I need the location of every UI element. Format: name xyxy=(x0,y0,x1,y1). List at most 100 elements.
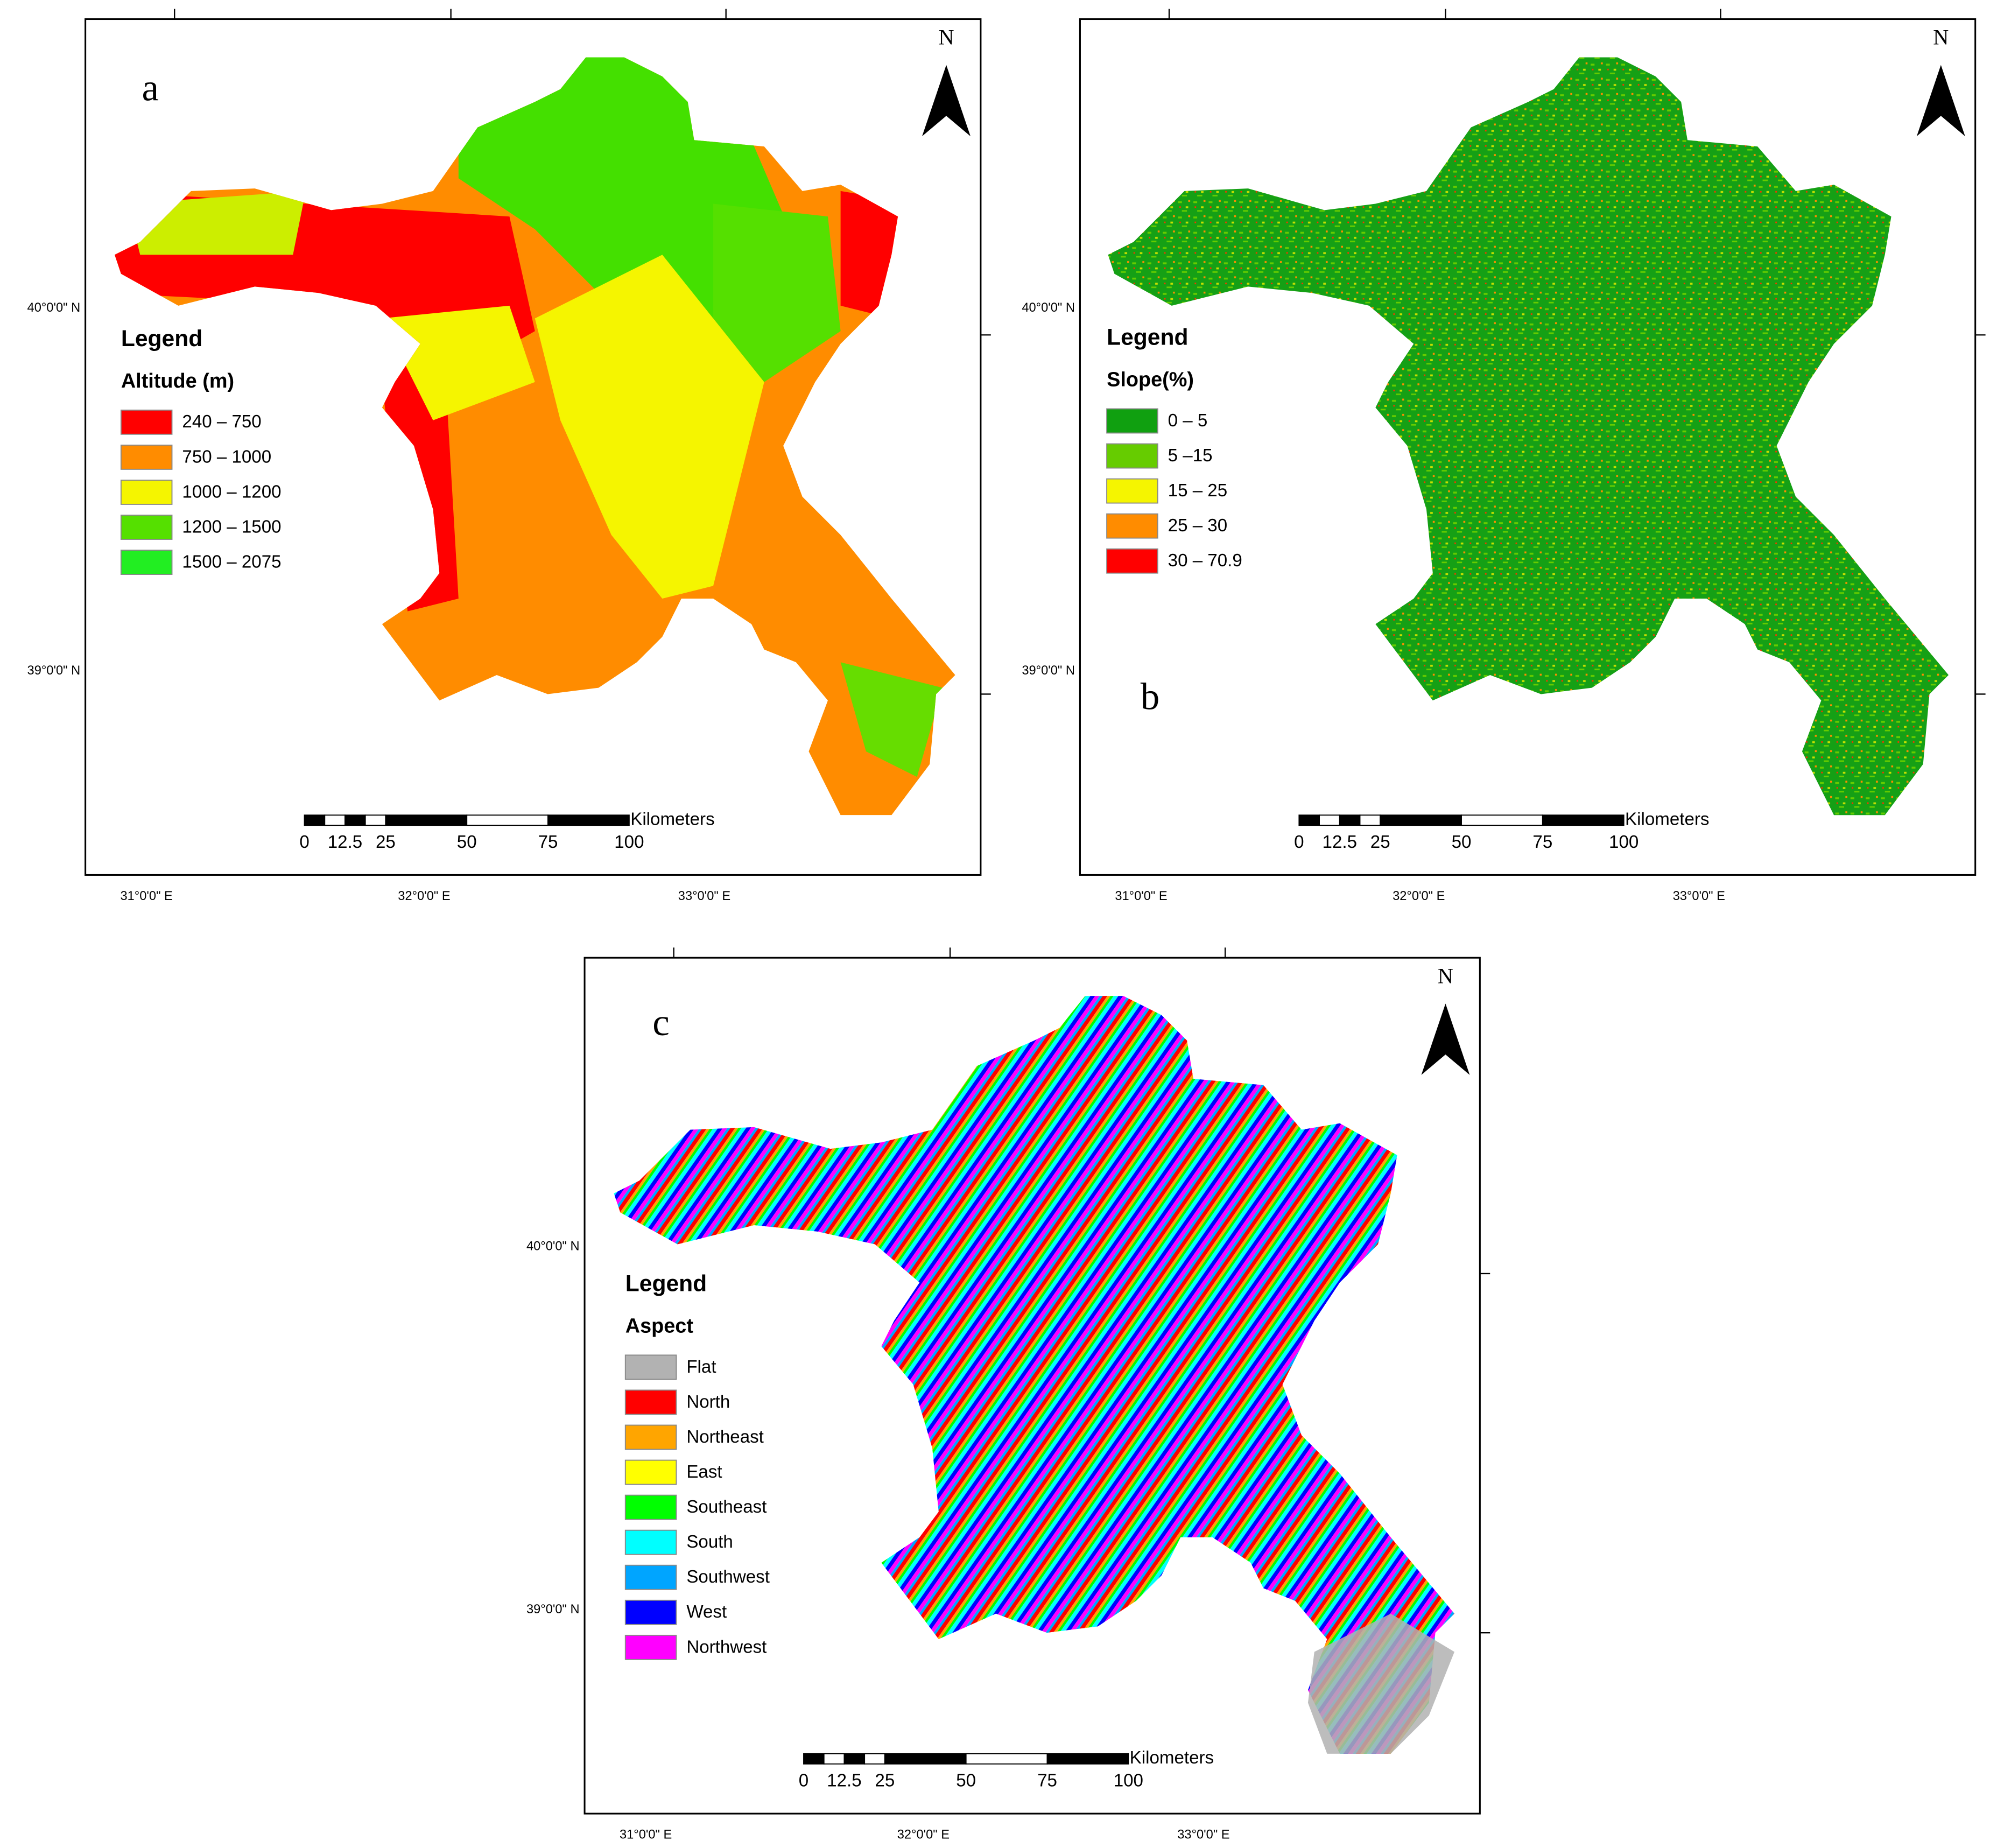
legend-label: Northwest xyxy=(686,1637,767,1657)
legend-label: 25 – 30 xyxy=(1168,516,1227,536)
lon-label: 31°0'0" E xyxy=(620,1828,672,1842)
map-panel: a N Legend Altitude (m) 240 – 750 750 – 1000 1… xyxy=(27,9,991,903)
scale-label: 12.5 xyxy=(328,832,362,852)
legend-label: Northeast xyxy=(686,1427,764,1447)
scale-label: 100 xyxy=(1609,832,1639,852)
legend-swatch xyxy=(1106,443,1158,469)
map-panel: b N Legend Slope(%) 0 – 5 5 –15 15 – 25 25 – 30… xyxy=(1022,9,1986,903)
legend-swatch xyxy=(120,515,173,540)
legend-label: 1500 – 2075 xyxy=(182,552,281,572)
legend-swatch xyxy=(624,1564,677,1590)
scale-label: 0 xyxy=(299,832,309,852)
lat-label: 40°0'0" N xyxy=(27,301,81,315)
north-arrow xyxy=(1421,1003,1470,1075)
zone xyxy=(127,191,306,255)
legend-title: Legend xyxy=(625,1270,707,1296)
legend-swatch xyxy=(1106,513,1158,539)
legend-label: South xyxy=(686,1532,733,1552)
legend-swatch xyxy=(624,1494,677,1520)
scale-label: 100 xyxy=(614,832,644,852)
raster xyxy=(1108,57,1949,816)
lon-label: 31°0'0" E xyxy=(121,889,173,903)
scale-unit: Kilometers xyxy=(630,809,714,829)
scale-segment xyxy=(1461,814,1543,826)
legend-swatch xyxy=(624,1354,677,1380)
legend-swatch xyxy=(1106,478,1158,504)
zone xyxy=(382,305,535,420)
legend-label: Flat xyxy=(686,1357,716,1377)
scale-label: 75 xyxy=(1532,832,1552,852)
scale-unit: Kilometers xyxy=(1625,809,1709,829)
north-arrow xyxy=(1916,65,1965,137)
scale-segment xyxy=(364,814,386,826)
panel-frame xyxy=(85,18,982,876)
legend-subtitle: Aspect xyxy=(625,1315,694,1337)
legend-title: Legend xyxy=(1107,325,1188,350)
legend-swatch xyxy=(120,550,173,575)
zone xyxy=(840,662,943,777)
scale-label: 50 xyxy=(956,1771,976,1791)
north-label: N xyxy=(938,25,954,50)
panel-letter: c xyxy=(652,1002,669,1044)
panel-letter: b xyxy=(1141,676,1159,718)
legend-label: 0 – 5 xyxy=(1168,411,1208,431)
legend-swatch xyxy=(624,1529,677,1555)
zone xyxy=(840,191,917,319)
map xyxy=(614,996,1455,1754)
lon-label: 32°0'0" E xyxy=(398,889,450,903)
scale-segment xyxy=(864,1753,885,1765)
legend-title: Legend xyxy=(121,326,202,352)
scale-segment xyxy=(1542,814,1625,826)
scale-segment xyxy=(547,814,630,826)
lat-label: 39°0'0" N xyxy=(1022,664,1075,678)
legend-swatch xyxy=(1106,408,1158,434)
scale-label: 100 xyxy=(1114,1771,1143,1791)
scale-label: 25 xyxy=(376,832,396,852)
scale-label: 50 xyxy=(457,832,477,852)
scale-label: 50 xyxy=(1452,832,1472,852)
legend-swatch xyxy=(624,1634,677,1660)
legend-label: North xyxy=(686,1392,730,1412)
legend-label: 5 –15 xyxy=(1168,446,1213,466)
scale-segment xyxy=(304,814,326,826)
map xyxy=(1108,57,1949,816)
legend-swatch xyxy=(624,1424,677,1450)
legend-subtitle: Slope(%) xyxy=(1107,368,1194,391)
scale-segment xyxy=(1359,814,1381,826)
panel-frame xyxy=(1079,18,1977,876)
scale-segment xyxy=(884,1753,967,1765)
scale-segment xyxy=(1380,814,1462,826)
scale-unit: Kilometers xyxy=(1130,1748,1214,1768)
scale-segment xyxy=(823,1753,845,1765)
zone xyxy=(535,255,764,599)
raster xyxy=(614,996,1455,1754)
scale-label: 12.5 xyxy=(1323,832,1357,852)
lat-label: 40°0'0" N xyxy=(526,1240,580,1254)
legend-label: West xyxy=(686,1602,727,1622)
legend-swatch xyxy=(624,1599,677,1625)
lon-label: 33°0'0" E xyxy=(1177,1828,1229,1842)
legend-swatch xyxy=(120,409,173,435)
scale-label: 0 xyxy=(1294,832,1304,852)
legend-label: 240 – 750 xyxy=(182,412,261,432)
north-label: N xyxy=(1438,964,1453,988)
legend-swatch xyxy=(624,1389,677,1415)
legend-label: Southeast xyxy=(686,1497,767,1517)
scale-label: 25 xyxy=(875,1771,895,1791)
panel-frame xyxy=(583,957,1481,1815)
lon-label: 33°0'0" E xyxy=(1673,889,1725,903)
scale-segment xyxy=(843,1753,866,1765)
scale-segment xyxy=(1339,814,1361,826)
legend-subtitle: Altitude (m) xyxy=(121,370,234,392)
scale-segment xyxy=(1298,814,1320,826)
legend-label: 750 – 1000 xyxy=(182,447,271,467)
legend-swatch xyxy=(624,1459,677,1485)
scale-segment xyxy=(1046,1753,1129,1765)
scale-segment xyxy=(324,814,346,826)
legend-label: 15 – 25 xyxy=(1168,481,1227,501)
zone xyxy=(713,203,841,382)
lat-label: 39°0'0" N xyxy=(526,1603,580,1617)
scale-segment xyxy=(803,1753,825,1765)
north-arrow xyxy=(922,65,971,137)
